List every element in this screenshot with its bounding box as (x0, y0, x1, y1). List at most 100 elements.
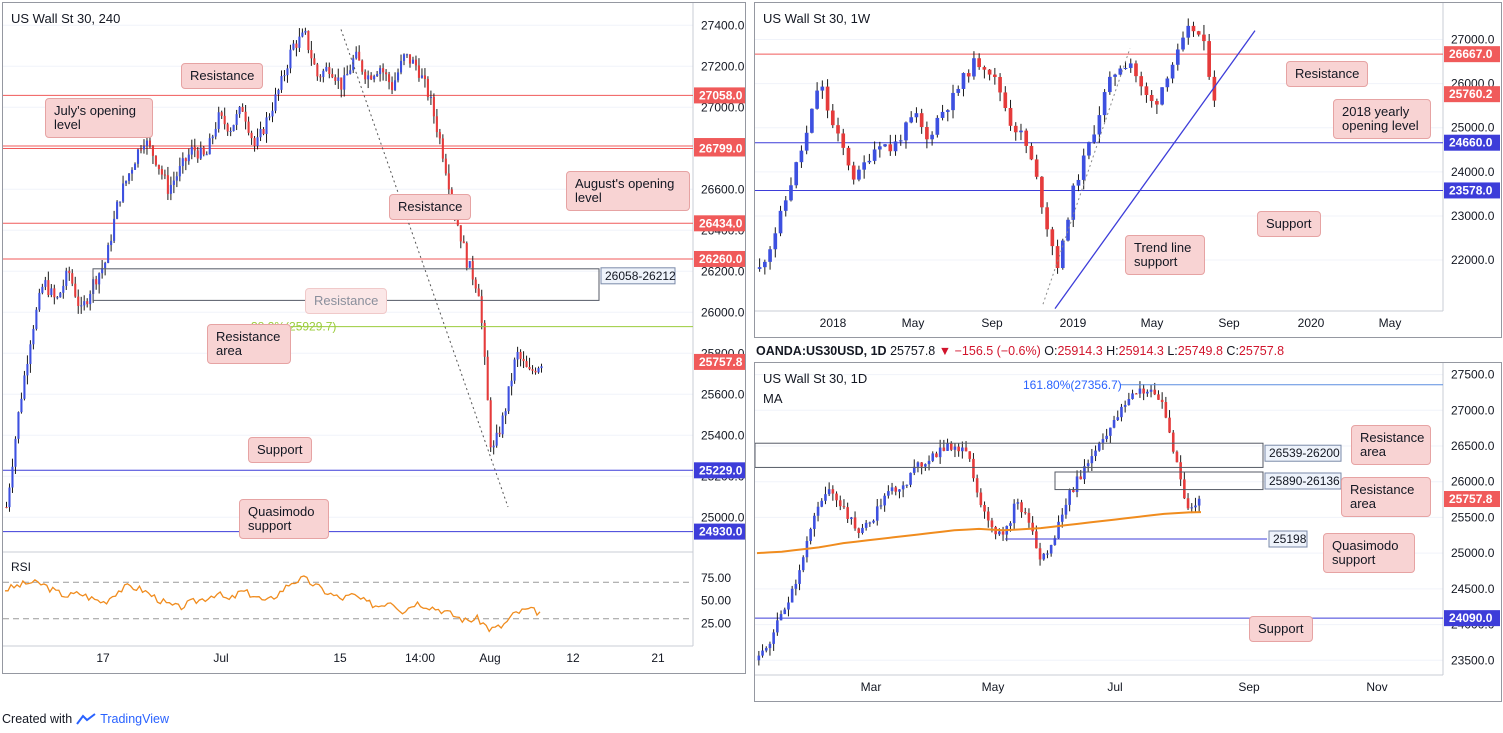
candle-body (268, 116, 271, 118)
candle-body (1186, 25, 1191, 38)
candle-body (1108, 76, 1112, 93)
chart-4h-panel[interactable]: 25000.025200.025400.025600.025800.026000… (2, 2, 746, 674)
candle-body (483, 322, 486, 357)
candle-body (1113, 74, 1117, 77)
candle-body (838, 500, 842, 507)
candle-body (89, 294, 92, 305)
candle-body (110, 240, 113, 246)
candle-body (940, 111, 945, 118)
candle-body (429, 96, 432, 98)
candle-body (810, 108, 814, 133)
y-tick-label: 24500.0 (1451, 582, 1495, 596)
candle-body (1139, 76, 1144, 87)
current-price-badge (1444, 86, 1500, 103)
candle-body (776, 620, 779, 633)
candle-body (444, 158, 447, 174)
candle-body (957, 446, 960, 452)
candle-body (1127, 399, 1131, 405)
candle-body (1081, 155, 1086, 180)
candle-body (1183, 479, 1186, 499)
x-tick-label: 2018 (820, 316, 847, 330)
candle-body (1157, 394, 1160, 400)
candle-body (101, 268, 104, 274)
price-level-label: 24930.0 (699, 525, 743, 539)
candle-body (139, 149, 143, 151)
candle-body (417, 65, 421, 78)
candle-body (820, 500, 824, 507)
rsi-tick-label: 50.00 (701, 594, 731, 608)
ohlc-open: 25914.3 (1057, 344, 1103, 358)
candle-body (41, 286, 44, 293)
candle-body (408, 54, 412, 64)
candle-body (816, 506, 820, 516)
candle-body (768, 643, 772, 649)
candle-body (534, 370, 537, 373)
candle-body (322, 70, 325, 77)
candle-body (1008, 108, 1013, 126)
x-tick-label: 2020 (1298, 316, 1325, 330)
candle-body (867, 160, 872, 163)
candle-body (77, 296, 80, 306)
candle-body (83, 301, 86, 306)
candle-body (23, 375, 26, 399)
candle-body (130, 169, 134, 174)
candle-body (1053, 538, 1057, 545)
candle-body (295, 43, 298, 48)
chart-daily-panel[interactable]: 23500.024000.024500.025000.025500.026000… (754, 362, 1502, 702)
candle-body (890, 487, 894, 492)
candle-body (447, 173, 450, 190)
candle-body (1086, 463, 1090, 467)
candle-body (148, 140, 152, 146)
candle-body (405, 54, 409, 56)
candle-body (909, 472, 912, 485)
chart-weekly-panel[interactable]: 22000.0 23000.0 24000.0 25000.0 26000.0 27000… (754, 2, 1502, 338)
candle-body (1097, 442, 1101, 451)
candle-body (830, 110, 835, 126)
candle-body (901, 485, 905, 490)
candle-body (1072, 490, 1075, 493)
y-tick-label: 25000.0 (1451, 546, 1495, 560)
candle-body (924, 464, 927, 467)
x-tick-label: Aug (479, 651, 500, 665)
rsi-tick-label: 75.00 (701, 571, 731, 585)
candle-body (402, 54, 406, 61)
candle-body (1109, 427, 1112, 436)
candle-body (857, 528, 861, 533)
candle-body (968, 451, 972, 459)
candle-body (909, 117, 914, 123)
candle-body (1142, 388, 1145, 394)
candle-body (340, 77, 343, 90)
candle-body (313, 58, 316, 65)
candle-body (1175, 451, 1179, 463)
candle-body (1001, 531, 1005, 535)
candle-body (1087, 141, 1091, 156)
qm-label-box (1268, 530, 1308, 548)
candle-body (528, 366, 531, 370)
candle-body (1191, 25, 1196, 32)
candle-body (477, 288, 480, 297)
candle-body (1055, 246, 1060, 269)
candle-body (107, 245, 110, 263)
candle-body (1013, 125, 1018, 133)
price-level-badge (1444, 182, 1500, 199)
candle-body (196, 150, 199, 159)
candle-body (790, 588, 794, 603)
price-level-label: 25229.0 (699, 463, 743, 477)
price-level-badge (694, 215, 745, 232)
callout-resistance-faded: Resistance (305, 288, 388, 314)
candle-body (875, 506, 879, 521)
candle-body (953, 446, 957, 450)
x-tick-label: Mar (861, 680, 882, 694)
candle-body (364, 71, 367, 80)
candle-body (887, 491, 890, 496)
price-level-badge (1444, 134, 1500, 151)
candle-body (513, 359, 516, 381)
candle-body (862, 162, 866, 170)
footer-brand[interactable]: TradingView (100, 712, 169, 726)
candle-body (1045, 207, 1049, 230)
candle-body (990, 520, 994, 528)
candle-body (193, 146, 196, 151)
candle-body (214, 128, 217, 137)
footer-created-with: Created with (2, 712, 73, 726)
candle-body (1060, 514, 1064, 522)
